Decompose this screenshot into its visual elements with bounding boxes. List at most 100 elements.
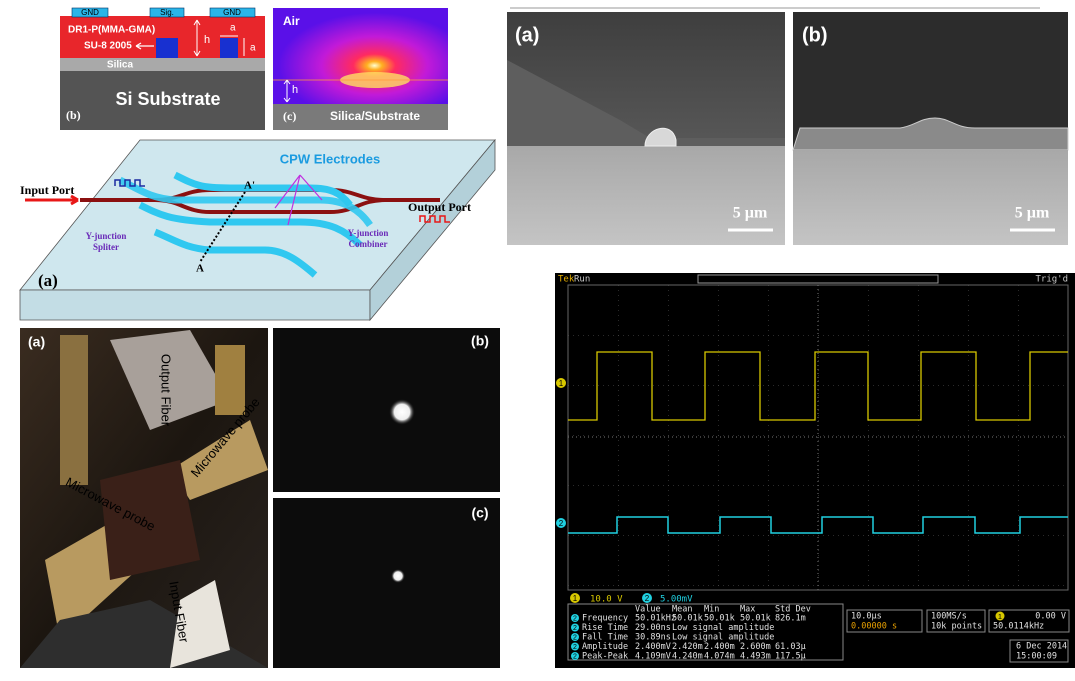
electrode bbox=[71, 7, 109, 18]
channel-marker bbox=[570, 593, 580, 603]
channel-marker-label: 1 bbox=[573, 594, 578, 603]
cut-label: A' bbox=[244, 180, 255, 192]
sample-rate: 100MS/s bbox=[931, 612, 967, 622]
measure-value: 2.420m bbox=[672, 642, 703, 652]
air-label: Air bbox=[283, 14, 300, 28]
connector bbox=[215, 345, 245, 415]
mode-background bbox=[273, 498, 500, 668]
sem-slope bbox=[507, 60, 785, 146]
schematic-panel: CPW Electrodes A' A Input Port Output Po… bbox=[19, 138, 496, 322]
table-header: Min bbox=[704, 605, 719, 615]
height-label: h bbox=[292, 84, 298, 96]
table-header: Value bbox=[635, 605, 661, 615]
electrode-label: Sig. bbox=[160, 8, 174, 17]
electrode-label: GND bbox=[223, 8, 241, 17]
probe bbox=[170, 420, 268, 500]
cut-label: A bbox=[196, 263, 204, 275]
pointer bbox=[274, 174, 323, 226]
panel-label: (a) bbox=[515, 24, 539, 46]
cpw-electrode bbox=[153, 228, 318, 278]
scope-panel: Tek Run Trig'd 1 2 1 10.0 V 2 5.00mV Val… bbox=[555, 273, 1075, 668]
measure-value: 2.400mV bbox=[635, 642, 671, 652]
channel-marker-label: 2 bbox=[573, 625, 577, 632]
info-box bbox=[988, 609, 1070, 633]
measure-value: Low signal amplitude bbox=[672, 623, 774, 633]
signal-icon bbox=[419, 215, 450, 223]
table-header: Mean bbox=[672, 605, 692, 615]
measure-box bbox=[567, 603, 844, 661]
cpw-electrode bbox=[138, 201, 363, 248]
arrow bbox=[135, 42, 154, 50]
mode-background bbox=[273, 328, 500, 492]
channel-marker-label: 2 bbox=[559, 519, 564, 528]
state-label: Run bbox=[574, 275, 590, 285]
measure-value: 30.89ns bbox=[635, 633, 671, 643]
height-label: h bbox=[204, 34, 210, 46]
channel-marker-label: 2 bbox=[573, 653, 577, 660]
record-length: 10k points bbox=[931, 622, 982, 632]
chip bbox=[100, 460, 200, 580]
timebase: 10.0µs bbox=[851, 612, 882, 622]
measure-name: Rise Time bbox=[582, 623, 628, 633]
electrode-label: GND bbox=[81, 8, 99, 17]
channel-scale: 10.0 V bbox=[590, 595, 623, 605]
stage bbox=[110, 330, 230, 430]
mode-spot bbox=[389, 399, 415, 425]
silica-layer bbox=[60, 58, 265, 71]
measure-value: 29.00ns bbox=[635, 623, 671, 633]
date: 6 Dec 2014 bbox=[1016, 642, 1067, 652]
channel-marker bbox=[571, 614, 579, 622]
table-header: Std Dev bbox=[775, 605, 811, 615]
measure-name: Frequency bbox=[582, 614, 628, 624]
channel-scale: 5.00mV bbox=[660, 595, 693, 605]
measure-value: 4.109mV bbox=[635, 652, 671, 662]
sem-film bbox=[792, 117, 1069, 151]
table-header: Max bbox=[740, 605, 755, 615]
substrate-label: Silica/Substrate bbox=[330, 109, 420, 123]
panel-label: (c) bbox=[471, 505, 488, 521]
channel-marker bbox=[556, 378, 566, 388]
sem-panel: (b) 5 µm bbox=[792, 12, 1069, 245]
brand-label: Tek bbox=[558, 275, 575, 285]
measure-value: 117.5µ bbox=[775, 652, 806, 662]
record-bar bbox=[697, 274, 939, 284]
info-box bbox=[1009, 639, 1069, 663]
mode-spot bbox=[391, 569, 405, 583]
scale-label: 5 µm bbox=[733, 205, 768, 222]
measure-value: 61.03µ bbox=[775, 642, 806, 652]
channel-1-trace bbox=[568, 351, 1068, 421]
sem-ridge bbox=[644, 127, 677, 147]
panel-label: (a) bbox=[28, 334, 45, 350]
panel-label: (a) bbox=[38, 271, 58, 290]
delay: 0.00000 s bbox=[851, 622, 897, 632]
measure-value: 50.01kHz bbox=[635, 614, 676, 624]
panel-label: (b) bbox=[471, 333, 489, 349]
mode-image-panel: (c) bbox=[273, 498, 500, 668]
combiner-label: Y-junction bbox=[348, 228, 389, 238]
measure-value: 50.01k bbox=[740, 614, 771, 624]
substrate-label: Si Substrate bbox=[115, 89, 220, 109]
time: 15:00:09 bbox=[1016, 652, 1057, 662]
channel-marker bbox=[642, 593, 652, 603]
measure-name: Fall Time bbox=[582, 633, 628, 643]
width-label: a bbox=[250, 43, 256, 54]
cpw-electrode bbox=[173, 171, 353, 208]
measure-value: 826.1m bbox=[775, 614, 806, 624]
core bbox=[220, 38, 238, 58]
cpw-electrode bbox=[118, 176, 373, 228]
measure-value: 4.493m bbox=[740, 652, 771, 662]
scale-label: 5 µm bbox=[1015, 205, 1050, 222]
electrode-label: CPW Electrodes bbox=[280, 151, 380, 166]
channel-marker-label: 1 bbox=[559, 379, 564, 388]
channel-marker-label: 2 bbox=[645, 594, 650, 603]
input-arrow bbox=[25, 194, 79, 206]
chip-side bbox=[369, 138, 496, 322]
measure-name: Peak-Peak bbox=[582, 652, 628, 662]
sem-panel: (a) 5 µm bbox=[507, 12, 785, 245]
signal-icon bbox=[114, 179, 145, 187]
mode-profile-panel: Air h (c) Silica/Substrate bbox=[273, 8, 448, 130]
measure-name: Amplitude bbox=[582, 642, 628, 652]
